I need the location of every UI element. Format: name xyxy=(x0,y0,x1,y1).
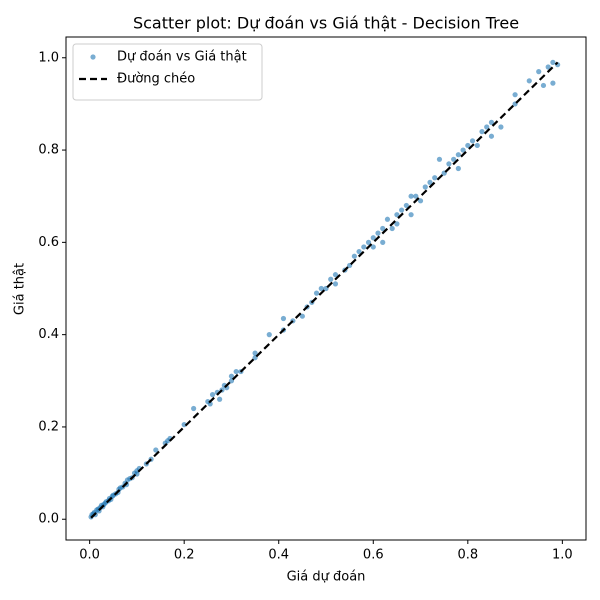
data-point xyxy=(351,253,357,259)
data-point xyxy=(540,82,547,89)
y-tick-label: 0.8 xyxy=(38,143,59,158)
data-point xyxy=(446,161,452,167)
data-point xyxy=(399,207,405,213)
legend-label: Đường chéo xyxy=(117,72,195,87)
x-tick-label: 0.0 xyxy=(79,548,100,563)
data-point xyxy=(451,156,457,162)
data-point xyxy=(465,142,471,149)
x-axis-label: Giá dự đoán xyxy=(287,570,366,585)
plot-area xyxy=(65,36,587,541)
data-point xyxy=(413,193,419,199)
data-point xyxy=(153,447,159,453)
y-tick-label: 0.2 xyxy=(38,419,59,434)
data-point xyxy=(217,396,223,402)
data-point xyxy=(233,368,239,375)
x-tick-label: 0.4 xyxy=(268,548,289,563)
data-point xyxy=(526,78,532,84)
data-point xyxy=(479,129,485,135)
chart-title: Scatter plot: Dự đoán vs Giá thật - Deci… xyxy=(133,14,519,33)
data-point xyxy=(484,124,490,130)
legend-label: Dự đoán vs Giá thật xyxy=(117,50,247,65)
data-point xyxy=(455,152,461,158)
data-point xyxy=(365,239,372,245)
data-point xyxy=(313,290,320,296)
data-point xyxy=(408,212,414,218)
data-point xyxy=(408,193,414,199)
data-point xyxy=(375,230,381,236)
data-point xyxy=(252,350,258,356)
data-point xyxy=(394,221,400,227)
data-point xyxy=(474,142,480,149)
data-point xyxy=(207,401,213,407)
data-point xyxy=(370,244,376,250)
data-point xyxy=(370,235,376,241)
data-point xyxy=(550,59,556,65)
legend-box xyxy=(72,43,263,101)
diagonal-line xyxy=(90,61,559,519)
data-point xyxy=(356,248,362,255)
x-tick-label: 0.6 xyxy=(363,548,384,563)
data-point xyxy=(422,184,428,190)
data-point xyxy=(266,332,272,338)
data-point xyxy=(332,281,339,287)
data-point xyxy=(460,147,466,153)
data-point xyxy=(469,138,476,144)
y-tick-label: 0.6 xyxy=(38,235,59,250)
data-point xyxy=(380,239,386,245)
data-point xyxy=(318,285,324,292)
y-tick-label: 0.4 xyxy=(38,327,59,342)
data-point xyxy=(436,156,443,162)
data-point xyxy=(332,272,339,278)
data-point xyxy=(432,175,438,181)
data-point xyxy=(191,405,197,412)
x-tick-label: 0.2 xyxy=(174,548,195,563)
data-point xyxy=(512,92,518,98)
data-point xyxy=(380,225,386,232)
x-tick-label: 1.0 xyxy=(552,548,573,563)
data-point xyxy=(228,373,235,379)
data-point xyxy=(403,202,409,209)
data-point xyxy=(328,276,334,282)
y-tick-label: 1.0 xyxy=(38,50,59,65)
y-tick-label: 0.0 xyxy=(38,512,59,527)
data-point xyxy=(181,422,187,428)
data-point xyxy=(384,216,391,222)
x-tick-label: 0.8 xyxy=(457,548,478,563)
data-point xyxy=(361,244,367,250)
data-point xyxy=(536,69,542,75)
y-axis-label: Giá thật xyxy=(13,263,28,315)
data-point xyxy=(299,313,305,319)
data-point xyxy=(417,198,424,204)
data-point xyxy=(280,315,287,322)
data-point xyxy=(550,80,556,86)
legend-marker xyxy=(90,54,96,60)
data-point xyxy=(427,179,433,185)
data-point xyxy=(488,133,495,139)
data-point xyxy=(394,212,400,218)
data-point xyxy=(209,392,216,398)
data-point xyxy=(389,225,395,232)
data-point xyxy=(498,124,504,130)
data-point xyxy=(455,165,461,172)
data-point xyxy=(545,64,551,70)
data-point xyxy=(488,119,495,125)
